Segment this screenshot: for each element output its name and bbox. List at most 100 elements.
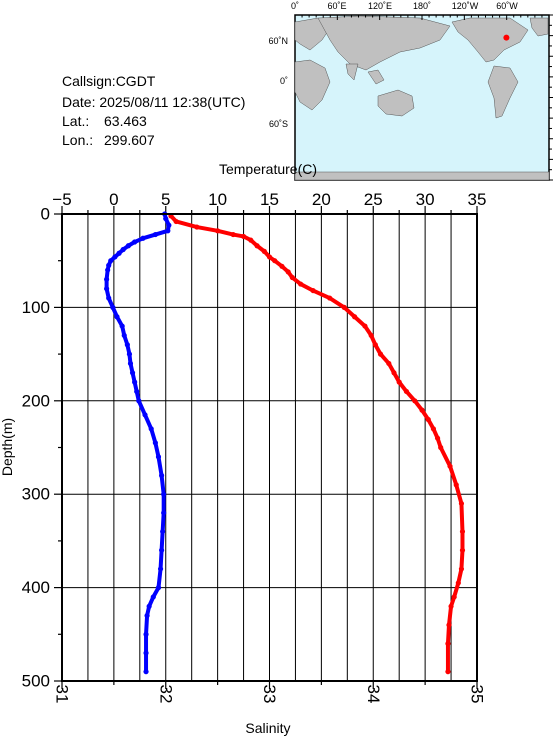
depth-axis-title: Depth(m) bbox=[0, 418, 15, 476]
map-label-60n: 60˚N bbox=[268, 36, 288, 46]
temperature-point bbox=[134, 388, 140, 395]
salinity-point bbox=[445, 669, 451, 675]
salinity-point bbox=[447, 463, 453, 469]
salinity-point bbox=[289, 274, 295, 281]
salinity-point bbox=[240, 233, 247, 240]
salinity-tick-label: 35 bbox=[468, 685, 487, 704]
salinity-point bbox=[403, 388, 410, 395]
temperature-point bbox=[106, 295, 112, 301]
salinity-point bbox=[266, 254, 273, 260]
temperature-point bbox=[104, 286, 110, 292]
profile-plot: −5 0 5 10 15 20 25 30 35 31 32 33 34 35 010020030040… bbox=[0, 161, 487, 736]
salinity-point bbox=[351, 314, 358, 320]
salinity-point bbox=[272, 258, 278, 264]
temperature-point bbox=[150, 594, 156, 600]
temperature-point bbox=[146, 603, 152, 609]
lat-value: 63.463 bbox=[104, 113, 147, 129]
land-australia bbox=[377, 89, 415, 117]
salinity-point bbox=[434, 435, 441, 441]
lat-label: Lat.: bbox=[62, 113, 89, 129]
salinity-tick-label: 34 bbox=[364, 685, 383, 704]
depth-tick-label: 200 bbox=[22, 391, 50, 410]
temperature-point bbox=[126, 351, 133, 357]
salinity-point bbox=[412, 398, 418, 404]
salinity-point bbox=[261, 248, 267, 254]
temperature-point bbox=[132, 379, 138, 385]
temperature-point bbox=[163, 216, 169, 222]
temperature-point bbox=[166, 222, 172, 228]
station-marker bbox=[503, 34, 510, 41]
salinity-tick-labels: 31 32 33 34 35 bbox=[53, 685, 487, 704]
date-text: Date: 2025/08/11 12:38(UTC) bbox=[62, 94, 245, 110]
map-land bbox=[294, 15, 550, 181]
salinity-series bbox=[168, 213, 466, 675]
salinity-tick-label: 32 bbox=[156, 685, 175, 704]
temperature-point bbox=[143, 631, 149, 637]
salinity-tick-label: 33 bbox=[260, 685, 279, 704]
temperature-point bbox=[144, 613, 150, 619]
temperature-point bbox=[161, 510, 167, 516]
salinity-point bbox=[458, 500, 465, 507]
salinity-point bbox=[386, 360, 392, 367]
salinity-point bbox=[279, 263, 285, 269]
lon-value: 299.607 bbox=[104, 132, 155, 148]
land-asia bbox=[317, 15, 451, 71]
salinity-point bbox=[451, 594, 457, 600]
depth-tick-labels: 0 100 200 300 400 500 bbox=[22, 205, 50, 691]
series-layer bbox=[104, 211, 466, 675]
land-antarctica bbox=[294, 171, 550, 181]
salinity-point bbox=[377, 351, 384, 357]
salinity-point bbox=[362, 323, 368, 329]
plot-frame bbox=[61, 213, 478, 682]
temperature-point bbox=[129, 370, 136, 376]
temperature-point bbox=[121, 332, 127, 339]
temperature-point bbox=[114, 314, 120, 320]
salinity-point bbox=[396, 379, 402, 385]
land-greenland bbox=[529, 17, 549, 37]
location-map: 0˚ 60˚E 120˚E 180˚ 120˚W 60˚W 60˚N 0˚ 60… bbox=[268, 1, 553, 181]
salinity-point bbox=[459, 547, 466, 553]
temperature-point bbox=[152, 440, 158, 446]
salinity-point bbox=[248, 237, 254, 243]
salinity-point bbox=[173, 218, 179, 225]
temperature-point bbox=[155, 454, 162, 460]
temperature-point bbox=[161, 491, 167, 497]
temperature-point bbox=[124, 342, 130, 348]
salinity-point bbox=[391, 370, 397, 376]
land-south-america bbox=[487, 65, 519, 119]
map-label-180: 180˚ bbox=[413, 1, 431, 11]
temperature-point bbox=[119, 323, 125, 329]
temperature-point bbox=[143, 669, 149, 675]
depth-tick-label: 100 bbox=[22, 298, 50, 317]
temperature-point bbox=[120, 246, 126, 253]
temperature-point bbox=[143, 650, 149, 656]
temperature-point bbox=[112, 254, 118, 260]
salinity-point bbox=[430, 426, 437, 432]
temperature-point bbox=[136, 398, 142, 404]
temperature-tick-label: 0 bbox=[109, 190, 118, 209]
temperature-point bbox=[142, 412, 148, 418]
salinity-point bbox=[419, 407, 425, 413]
map-frame-ticks bbox=[294, 14, 553, 181]
temperature-tick-label: 10 bbox=[208, 190, 227, 209]
temperature-point bbox=[148, 426, 154, 432]
station-info: Callsign:CGDT Date: 2025/08/11 12:38(UTC… bbox=[62, 73, 245, 148]
salinity-point bbox=[341, 304, 347, 310]
salinity-point bbox=[298, 281, 304, 287]
temperature-tick-label: 25 bbox=[364, 190, 383, 209]
temperature-point bbox=[159, 472, 165, 479]
salinity-point bbox=[230, 231, 236, 238]
temperature-point bbox=[127, 360, 134, 367]
temperature-tick-label: 35 bbox=[468, 190, 487, 209]
map-label-60s: 60˚S bbox=[269, 119, 288, 129]
land-india bbox=[345, 63, 359, 81]
salinity-point bbox=[285, 269, 291, 275]
temperature-tick-label: −5 bbox=[52, 190, 71, 209]
map-label-eq: 0˚ bbox=[280, 76, 288, 86]
temperature-point bbox=[152, 231, 158, 238]
temperature-point bbox=[110, 304, 116, 310]
map-lat-labels: 60˚N 0˚ 60˚S bbox=[268, 36, 288, 129]
map-label-120w: 120˚W bbox=[452, 1, 479, 11]
salinity-point bbox=[448, 603, 454, 609]
depth-tick-label: 500 bbox=[22, 672, 50, 691]
